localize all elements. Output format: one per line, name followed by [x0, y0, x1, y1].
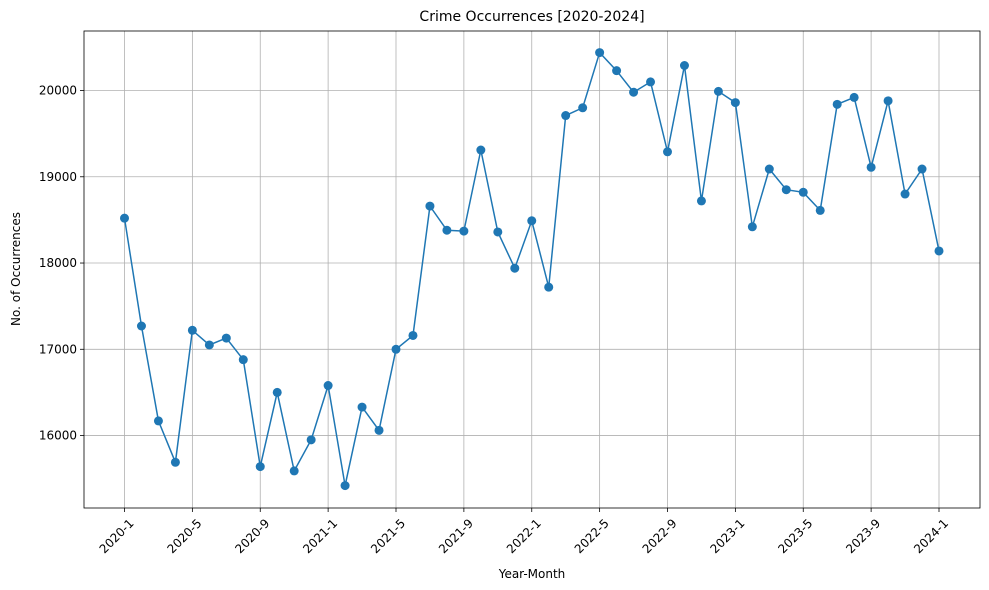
data-point — [917, 164, 927, 174]
x-tick-label: 2023-5 — [775, 516, 815, 556]
y-tick-label: 18000 — [39, 256, 77, 270]
data-point — [764, 164, 774, 174]
data-point — [323, 381, 333, 391]
x-tick-label: 2021-1 — [300, 516, 340, 556]
data-point — [442, 225, 452, 235]
grid-lines — [84, 31, 980, 508]
x-axis-label: Year-Month — [498, 567, 566, 581]
data-point — [221, 333, 231, 343]
data-point — [730, 98, 740, 108]
data-point — [204, 340, 214, 350]
data-point — [934, 246, 944, 256]
data-point — [357, 402, 367, 412]
data-point — [849, 92, 859, 102]
data-point — [493, 227, 503, 237]
data-point — [391, 344, 401, 354]
x-tick-label: 2020-1 — [97, 516, 137, 556]
data-point — [747, 222, 757, 232]
data-point — [612, 66, 622, 76]
y-tick-label: 16000 — [39, 429, 77, 443]
data-point — [153, 416, 163, 426]
data-point — [815, 205, 825, 215]
axes — [80, 30, 981, 512]
data-point — [646, 77, 656, 87]
data-point — [781, 185, 791, 195]
data-point — [798, 187, 808, 197]
x-tick-label: 2024-1 — [911, 516, 951, 556]
x-tick-label: 2023-9 — [843, 516, 883, 556]
x-tick-label: 2021-5 — [368, 516, 408, 556]
data-point — [374, 425, 384, 435]
data-point — [120, 213, 129, 223]
data-point — [255, 462, 265, 472]
y-tick-label: 19000 — [39, 170, 77, 184]
x-tick-label: 2023-1 — [708, 516, 748, 556]
data-point — [900, 189, 910, 199]
data-point — [578, 103, 588, 113]
data-point — [187, 325, 197, 335]
y-tick-label: 20000 — [39, 84, 77, 98]
data-point — [883, 96, 893, 106]
x-tick-label: 2020-5 — [165, 516, 205, 556]
data-point — [663, 147, 672, 157]
y-axis-label: No. of Occurrences — [9, 212, 23, 326]
data-point — [866, 162, 876, 172]
data-point — [170, 457, 180, 467]
tick-labels: 16000 17000 18000 19000 20000 2020-1 2020-5 202… — [39, 84, 951, 557]
data-point — [408, 330, 418, 340]
data-point — [289, 466, 299, 476]
data-point — [306, 435, 316, 445]
data-point — [425, 201, 435, 211]
y-tick-label: 17000 — [39, 342, 77, 356]
data-point — [544, 282, 554, 292]
data-point — [272, 387, 282, 397]
data-point — [696, 196, 706, 206]
series-crime-occurrences — [120, 48, 944, 491]
plot-frame — [83, 30, 981, 509]
data-point — [629, 87, 639, 97]
data-point — [136, 321, 146, 331]
data-point — [832, 99, 842, 109]
data-point — [679, 61, 689, 71]
data-point — [340, 481, 350, 491]
data-point — [527, 216, 537, 226]
data-point — [595, 48, 605, 58]
data-point — [510, 263, 520, 273]
x-tick-label: 2021-9 — [436, 516, 476, 556]
x-tick-label: 2022-9 — [640, 516, 680, 556]
data-point — [459, 226, 469, 236]
data-point — [713, 86, 723, 96]
data-point — [561, 111, 571, 121]
x-tick-label: 2022-5 — [572, 516, 612, 556]
x-tick-label: 2022-1 — [504, 516, 544, 556]
data-point — [238, 355, 248, 365]
chart-title: Crime Occurrences [2020-2024] — [419, 9, 644, 25]
data-point — [476, 145, 486, 155]
x-tick-label: 2020-9 — [232, 516, 272, 556]
